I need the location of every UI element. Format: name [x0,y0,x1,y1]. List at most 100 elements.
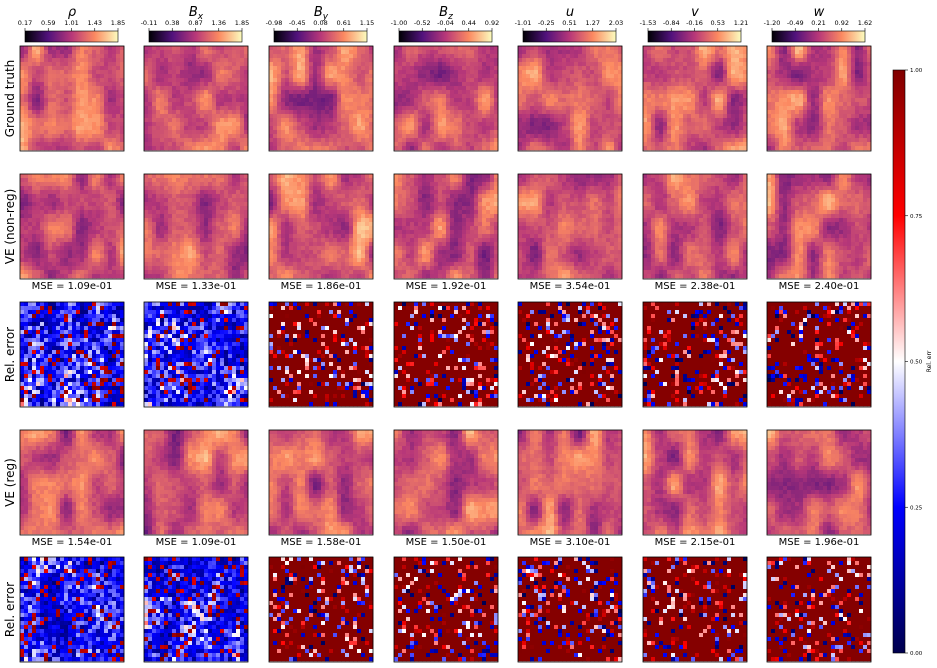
pixel [76,577,80,581]
pixel [80,474,84,478]
pixel [96,478,100,482]
pixel [40,593,44,597]
pixel [28,649,32,653]
pixel [88,306,92,310]
pixel [100,518,104,522]
pixel [100,234,104,238]
pixel [216,222,220,226]
pixel [100,118,104,122]
pixel [208,62,212,66]
pixel [104,458,108,462]
pixel [104,334,108,338]
pixel [32,266,36,270]
pixel [108,573,112,577]
pixel [92,274,96,278]
pixel [64,386,68,390]
pixel [108,242,112,246]
pixel [24,601,28,605]
pixel [36,502,40,506]
pixel [236,198,240,202]
pixel [24,302,28,306]
pixel [116,609,120,613]
pixel [148,106,152,110]
pixel [28,310,32,314]
pixel [220,266,224,270]
pixel [196,186,200,190]
pixel [180,210,184,214]
pixel [192,302,196,306]
pixel [148,46,152,50]
pixel [64,382,68,386]
pixel [184,258,188,262]
pixel [92,82,96,86]
pixel [44,142,48,146]
pixel [116,46,120,50]
pixel [168,334,172,338]
pixel [92,482,96,486]
pixel [24,617,28,621]
pixel [104,577,108,581]
pixel [88,498,92,502]
pixel [36,565,40,569]
pixel [96,178,100,182]
pixel [48,362,52,366]
pixel [116,130,120,134]
pixel [32,657,36,661]
pixel [224,102,228,106]
pixel [72,246,76,250]
pixel [144,326,148,330]
pixel [180,70,184,74]
pixel [48,653,52,657]
pixel [40,350,44,354]
pixel [56,86,60,90]
pixel [72,454,76,458]
pixel [152,50,156,54]
pixel [60,142,64,146]
pixel [56,637,60,641]
pixel [84,518,88,522]
pixel [48,110,52,114]
pixel [56,402,60,406]
pixel [24,254,28,258]
pixel [116,514,120,518]
pixel [212,174,216,178]
pixel [180,230,184,234]
pixel [220,330,224,334]
pixel [96,138,100,142]
pixel [76,122,80,126]
pixel [152,110,156,114]
pixel [48,310,52,314]
pixel [64,182,68,186]
pixel [80,601,84,605]
pixel [40,266,44,270]
pixel [104,94,108,98]
pixel [180,102,184,106]
pixel [192,210,196,214]
pixel [168,230,172,234]
pixel [148,114,152,118]
pixel [96,530,100,534]
pixel [212,126,216,130]
pixel [100,326,104,330]
pixel [208,250,212,254]
pixel [152,114,156,118]
pixel [116,621,120,625]
pixel [184,142,188,146]
pixel [36,182,40,186]
pixel [180,98,184,102]
pixel [200,194,204,198]
pixel [64,102,68,106]
pixel [76,50,80,54]
pixel [76,514,80,518]
pixel [164,318,168,322]
pixel [56,122,60,126]
pixel [84,206,88,210]
pixel [36,466,40,470]
pixel [144,58,148,62]
pixel [40,458,44,462]
pixel [52,314,56,318]
pixel [148,66,152,70]
pixel [236,222,240,226]
pixel [144,46,148,50]
pixel [36,362,40,366]
